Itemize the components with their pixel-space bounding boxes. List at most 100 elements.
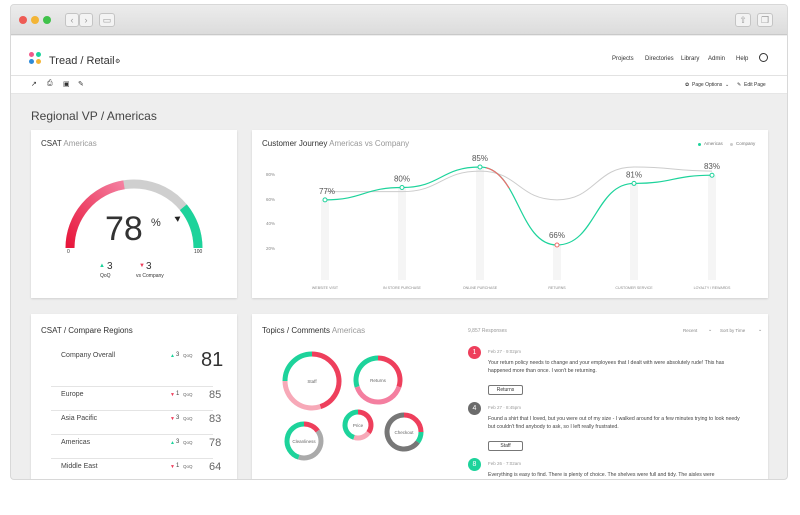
up-triangle-icon: ▲	[170, 353, 175, 359]
nav-directories[interactable]: Directories	[645, 56, 674, 62]
settings-gear-icon[interactable]: ⚙	[115, 59, 121, 65]
bubble-segment	[284, 421, 305, 460]
bubble-segment	[282, 351, 313, 382]
down-triangle-icon: ▼	[170, 392, 175, 398]
americas-line	[324, 166, 713, 246]
tabs-icon[interactable]: ❐	[757, 13, 773, 27]
sort-time-dropdown[interactable]: Sort by Time	[720, 328, 746, 333]
down-triangle-icon: ▼	[170, 464, 175, 470]
comment-date: Feb 27 · 8:45pm	[488, 405, 522, 410]
bubble-label: Checkout	[394, 430, 414, 435]
row-divider	[51, 410, 213, 411]
comment-text: Your return policy needs to change and y…	[488, 360, 725, 374]
bubble-center	[288, 357, 336, 405]
region-score: 85	[209, 389, 222, 401]
bubble-segment	[342, 409, 359, 440]
nav-help[interactable]: Help	[736, 56, 749, 62]
page-options-menu[interactable]: Page Options	[692, 82, 723, 88]
csat-card: CSAT Americas 78 % 0 100 ▲ 3 QoQ ▼ 3 vs …	[31, 130, 237, 298]
y-tick-label: 80%	[266, 172, 275, 177]
edit-page-button[interactable]: Edit Page	[744, 82, 766, 88]
bubble-center	[359, 361, 397, 399]
export-icon[interactable]: ⎙	[47, 80, 53, 87]
bubble-segment	[354, 385, 402, 405]
qoq-delta: 3	[107, 261, 113, 272]
x-tick-label: IN STORE PURCHASE	[383, 286, 421, 290]
app-title[interactable]: Tread / Retail	[49, 55, 115, 67]
topic-bubbles: Staff Returns Price Cleanliness Checkout	[282, 351, 424, 461]
nav-projects[interactable]: Projects	[612, 56, 634, 62]
region-delta: 1	[176, 391, 180, 397]
vs-company-label: vs Company	[136, 273, 164, 279]
gear-icon: ✿	[685, 82, 690, 88]
close-window-dot[interactable]	[19, 16, 27, 24]
topic-bubble[interactable]: Price	[342, 409, 374, 441]
americas-point	[631, 180, 637, 186]
bubble-center	[290, 427, 318, 455]
down-triangle-icon: ▼	[139, 263, 145, 269]
americas-point	[322, 197, 328, 203]
topic-tag-button[interactable]: Staff	[488, 441, 523, 451]
region-qoq-label: QoQ	[183, 416, 193, 421]
region-score: 78	[209, 437, 222, 449]
region-qoq-label: QoQ	[183, 464, 193, 469]
x-tick-label: CUSTOMER SERVICE	[615, 286, 653, 290]
bubble-segment	[415, 431, 424, 444]
americas-point	[554, 242, 560, 248]
region-name: Americas	[61, 439, 91, 446]
topic-tag-button[interactable]: Returns	[488, 385, 523, 395]
nav-library[interactable]: Library	[681, 56, 700, 62]
legend-americas-swatch	[698, 143, 701, 146]
minimize-window-dot[interactable]	[31, 16, 39, 24]
qoq-label: QoQ	[100, 273, 111, 279]
user-avatar-icon[interactable]	[759, 53, 768, 62]
bubble-center	[390, 418, 418, 446]
y-tick-label: 20%	[266, 246, 275, 251]
topic-bubble[interactable]: Cleanliness	[284, 421, 324, 461]
pin-icon[interactable]: ✎	[78, 81, 84, 88]
down-triangle-icon: ▼	[170, 416, 175, 422]
region-delta: 3	[176, 352, 180, 358]
app-logo-icon	[29, 52, 43, 66]
bubble-label: Cleanliness	[292, 439, 316, 444]
bubble-label: Price	[353, 423, 364, 428]
x-tick-label: RETURNS	[548, 286, 566, 290]
chevron-down-icon: ⌄	[708, 327, 713, 333]
nav-admin[interactable]: Admin	[708, 56, 726, 62]
topics-comments-card: Topics / Comments Americas 9,857 Respons…	[252, 314, 768, 479]
topics-card-title: Topics / Comments Americas	[262, 326, 366, 335]
bubble-segment	[303, 421, 320, 433]
legend-company-swatch	[730, 143, 733, 146]
region-qoq-label: QoQ	[183, 440, 193, 445]
maximize-window-dot[interactable]	[43, 16, 51, 24]
back-icon[interactable]: ‹	[65, 13, 79, 27]
save-icon[interactable]: ▣	[63, 81, 70, 88]
share-icon[interactable]: ⇧	[735, 13, 751, 27]
x-tick-label: LOYALTY / REWARDS	[694, 286, 731, 290]
comment-text: Found a shirt that I loved, but you were…	[488, 416, 740, 430]
forward-icon[interactable]: ›	[79, 13, 93, 27]
share-arrow-icon[interactable]: ↗	[31, 81, 37, 88]
y-tick-label: 60%	[266, 197, 275, 202]
topic-bubble[interactable]: Checkout	[384, 412, 424, 452]
vs-company-delta: 3	[146, 261, 152, 272]
region-name: Middle East	[61, 463, 98, 470]
americas-point	[709, 172, 715, 178]
comment-text: Everything is easy to find. There is ple…	[488, 472, 715, 478]
row-divider	[51, 386, 213, 387]
topic-bubble[interactable]: Staff	[282, 351, 342, 411]
region-qoq-label: QoQ	[183, 353, 193, 358]
bubble-segment	[297, 429, 324, 461]
chevron-down-icon: ⌄	[725, 82, 730, 88]
gauge-marker	[174, 216, 181, 222]
region-delta: 1	[176, 463, 180, 469]
column-band	[708, 175, 716, 280]
data-label: 81%	[626, 170, 642, 179]
sidebar-toggle-icon[interactable]: ▭	[99, 13, 115, 27]
legend-americas: Americas	[704, 141, 723, 146]
responses-count: 9,857 Responses	[468, 328, 507, 334]
x-tick-label: ONLINE PURCHASE	[463, 286, 498, 290]
topic-bubble[interactable]: Returns	[353, 355, 403, 405]
sort-recent-dropdown[interactable]: Recent	[683, 328, 698, 333]
americas-point	[399, 185, 405, 191]
